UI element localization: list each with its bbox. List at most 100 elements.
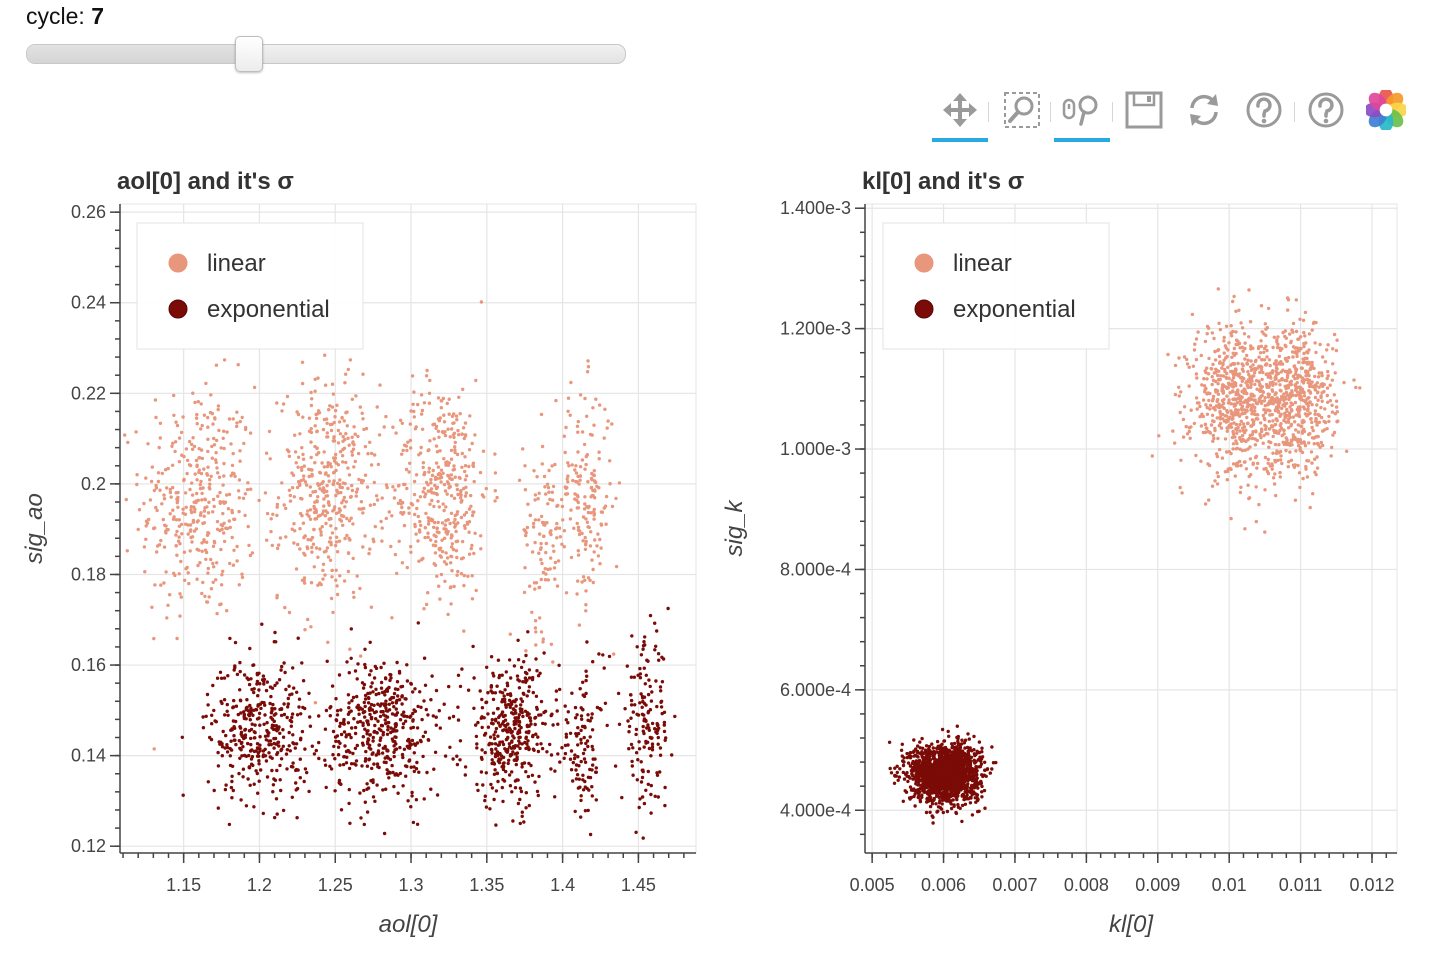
data-point (216, 806, 220, 810)
data-point (1194, 372, 1199, 376)
data-point (1213, 428, 1217, 433)
data-point (533, 493, 538, 497)
data-point (1264, 333, 1268, 338)
data-point (322, 504, 326, 508)
data-point (338, 432, 343, 436)
data-point (533, 722, 537, 727)
data-point (1288, 380, 1292, 385)
data-point (193, 507, 197, 511)
data-point (588, 735, 592, 739)
data-point (347, 701, 351, 705)
data-point (507, 658, 512, 662)
data-point (413, 512, 417, 517)
data-point (1210, 375, 1214, 379)
data-point (962, 741, 967, 745)
data-point (579, 798, 583, 803)
data-point (237, 509, 241, 514)
data-point (353, 459, 357, 464)
data-point (380, 539, 384, 543)
data-point (525, 525, 530, 530)
data-point (494, 726, 499, 731)
data-point (1280, 362, 1285, 366)
data-point (343, 536, 347, 541)
data-point (1258, 383, 1262, 387)
data-point (1201, 414, 1206, 419)
data-point (583, 785, 587, 789)
data-point (969, 755, 974, 759)
data-point (329, 465, 333, 469)
data-point (436, 417, 441, 421)
data-point (495, 684, 499, 688)
box-zoom-tool-button[interactable] (992, 88, 1052, 136)
data-point (426, 713, 430, 717)
data-point (330, 531, 335, 535)
data-point (331, 610, 335, 615)
data-point (517, 679, 522, 683)
data-point (539, 558, 543, 562)
data-point (603, 504, 608, 508)
data-point (1243, 346, 1247, 351)
data-point (1322, 389, 1326, 394)
data-point (423, 683, 428, 687)
data-point (582, 735, 586, 740)
data-point (1231, 389, 1235, 393)
data-point (1313, 457, 1317, 461)
data-point (412, 742, 417, 746)
data-point (473, 531, 477, 535)
wheel-zoom-tool-button[interactable] (1052, 88, 1112, 142)
data-point (363, 693, 368, 698)
data-point (393, 488, 397, 492)
data-point (261, 674, 266, 678)
data-point (517, 686, 522, 690)
data-point (1249, 347, 1253, 351)
data-point (373, 524, 377, 529)
data-point (436, 396, 441, 400)
data-point (352, 762, 356, 766)
data-point (1273, 392, 1278, 396)
help-tool-button[interactable] (1234, 88, 1294, 136)
data-point (358, 405, 362, 409)
data-point (614, 496, 618, 501)
data-point (382, 831, 387, 836)
help-tool-button[interactable] (1296, 88, 1356, 136)
data-point (368, 712, 372, 717)
data-point (402, 710, 406, 714)
data-point (1296, 405, 1301, 409)
data-point (248, 783, 252, 787)
data-point (1245, 415, 1249, 420)
data-point (1150, 454, 1155, 458)
data-point (1302, 344, 1306, 349)
data-point (591, 580, 595, 585)
data-point (325, 659, 329, 663)
data-point (361, 511, 365, 515)
bokeh-logo-tool-button[interactable] (1356, 87, 1416, 136)
data-point (494, 747, 498, 751)
pan-tool-button[interactable] (930, 88, 990, 142)
data-point (511, 712, 516, 716)
data-point (193, 472, 197, 476)
data-point (205, 692, 210, 697)
reset-tool-button[interactable] (1174, 88, 1234, 136)
data-point (315, 429, 319, 434)
data-point (245, 705, 249, 709)
save-tool-button[interactable] (1114, 88, 1174, 136)
data-point (535, 789, 540, 794)
data-point (1276, 371, 1281, 376)
slider-track[interactable] (26, 36, 626, 72)
data-point (605, 723, 609, 728)
data-point (267, 743, 271, 747)
data-point (412, 751, 416, 755)
slider-handle[interactable] (235, 36, 264, 72)
data-point (422, 486, 426, 490)
data-point (304, 483, 309, 487)
data-point (342, 514, 346, 519)
data-point (456, 492, 460, 497)
data-point (1272, 482, 1277, 486)
data-point (509, 700, 513, 704)
data-point (345, 755, 349, 759)
data-point (1216, 287, 1221, 291)
data-point (1294, 428, 1298, 432)
data-point (1239, 463, 1243, 468)
data-point (281, 735, 286, 739)
data-point (560, 542, 564, 546)
